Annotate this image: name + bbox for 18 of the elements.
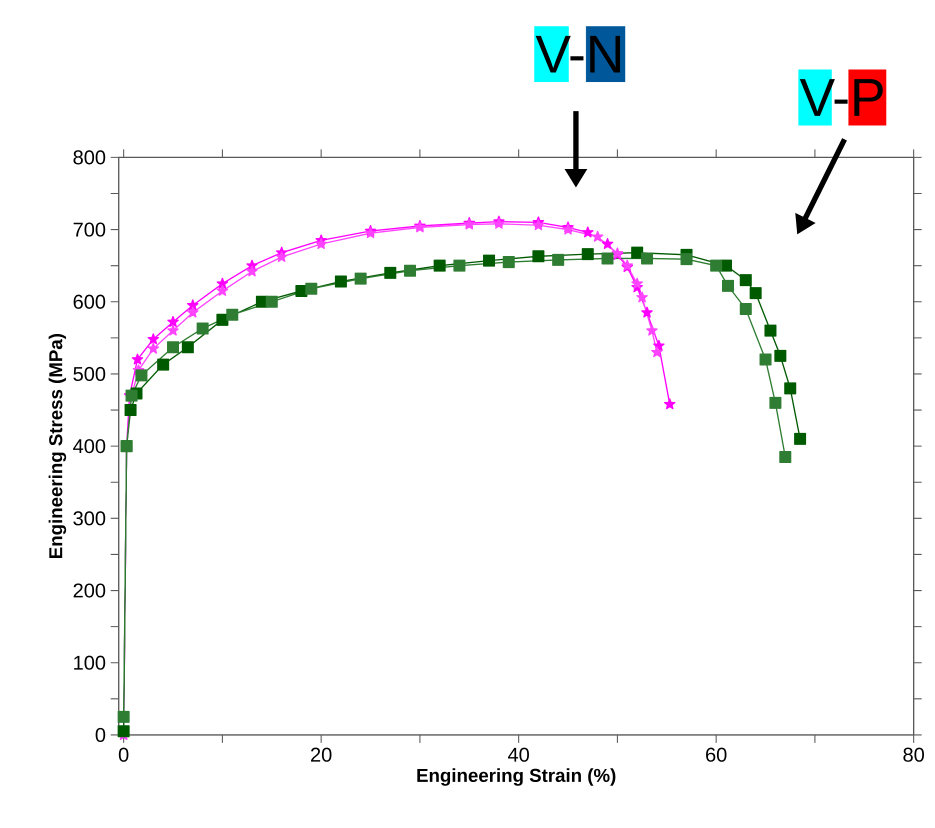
y-tick-label: 700 [74,222,106,237]
y-tick-label: 600 [74,294,106,309]
x-axis-title: Engineering Strain (%) [417,768,616,786]
y-tick-label: 100 [74,656,106,670]
text: V-P [800,78,883,116]
x-tick-label: 80 [903,747,924,762]
y-tick-label: 0 [96,728,106,742]
y-tick-label: 300 [73,511,106,526]
y-tick-label: 200 [74,583,106,598]
y-tick-label: 800 [74,150,106,164]
y-tick-label: 400 [73,438,106,454]
x-tick-label: 20 [311,747,332,762]
y-tick-label: 500 [73,366,106,381]
x-tick-label: 60 [706,747,726,762]
x-tick-label: 40 [508,747,529,762]
x-tick-label: 0 [118,747,128,762]
y-axis-title: Engineering Stress (MPa) [48,334,66,558]
text: V-N [536,36,620,72]
